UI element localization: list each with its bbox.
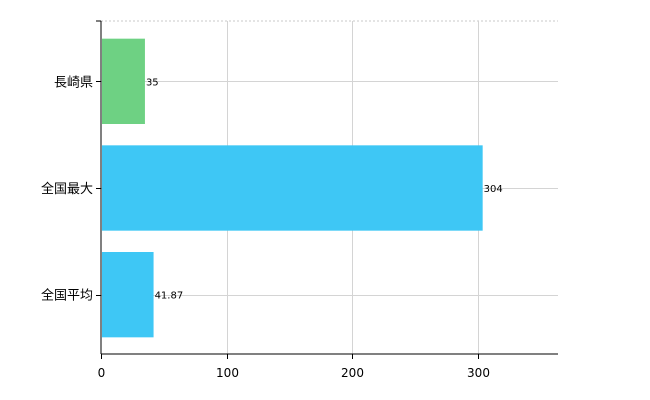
bar-value-label: 304 [484, 184, 503, 195]
x-tick-label: 0 [98, 366, 106, 380]
axes [100, 21, 558, 355]
y-category-label: 全国平均 [41, 288, 93, 304]
bars [102, 38, 483, 338]
x-tick-label: 200 [341, 366, 364, 380]
bar [102, 145, 483, 231]
x-tick-label: 300 [467, 366, 490, 380]
bar [102, 38, 145, 124]
labels: 0 100 200 300 長崎県 35 全国最大 304 全国平均 41.87 [41, 20, 503, 380]
bar-value-label: 41.87 [155, 291, 184, 302]
bar [102, 252, 154, 338]
bar-value-label: 35 [146, 77, 159, 88]
y-category-label: 全国最大 [41, 181, 93, 197]
y-category-label: 長崎県 [54, 75, 93, 90]
x-tick-label: 100 [216, 366, 239, 380]
